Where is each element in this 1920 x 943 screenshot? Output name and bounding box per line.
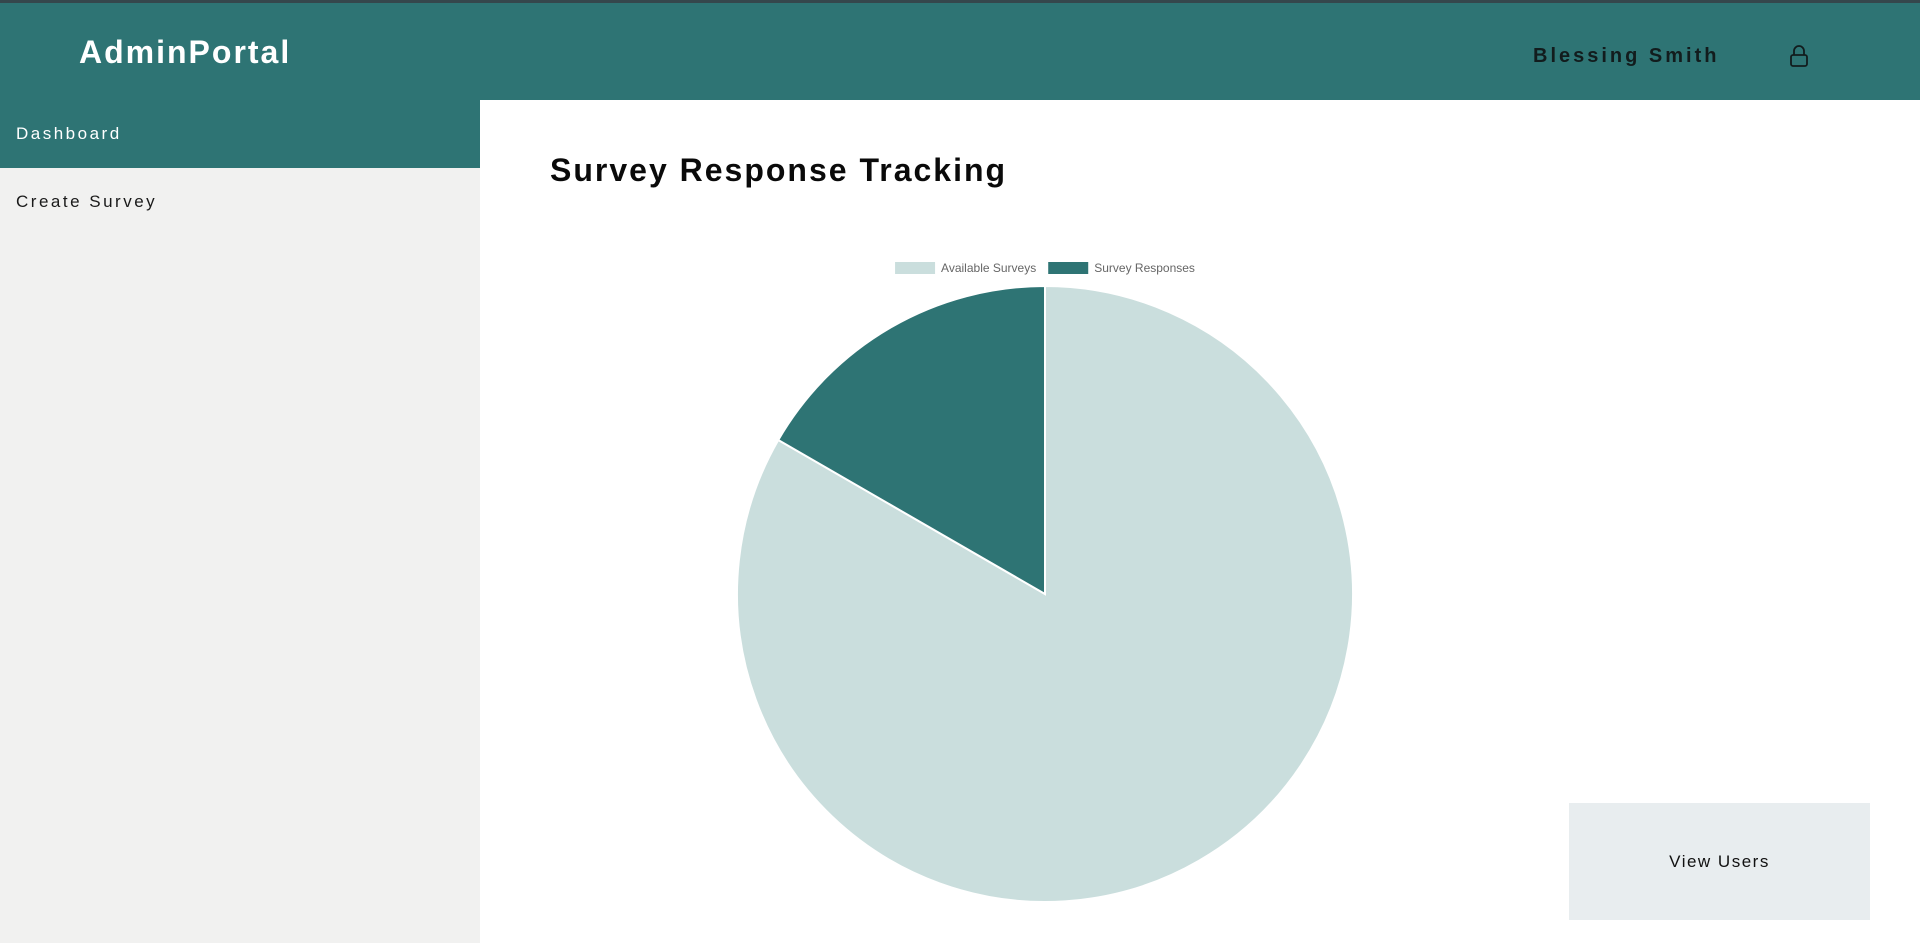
pie-slice-survey-responses[interactable] (776, 284, 1046, 596)
pie-slice-available-surveys[interactable] (736, 284, 1354, 903)
legend-swatch-survey-responses[interactable] (1048, 262, 1089, 274)
sidebar-item-dashboard[interactable]: Dashboard (0, 100, 480, 168)
legend-swatch-available-surveys[interactable] (895, 262, 936, 274)
user-lock-icon[interactable] (1788, 43, 1810, 69)
brand-logo[interactable]: AdminPortal (79, 34, 292, 70)
page-title: Survey Response Tracking (550, 152, 1008, 188)
survey-pie-chart: Available Surveys Survey Responses (736, 261, 1354, 903)
chart-legend: Available Surveys Survey Responses (895, 261, 1195, 275)
user-name[interactable]: Blessing Smith (1533, 45, 1720, 67)
top-bar: AdminPortal Blessing Smith (0, 0, 1920, 100)
pie-slices (736, 284, 1354, 903)
main-content: Survey Response Tracking Available Surve… (480, 100, 1920, 943)
sidebar-item-create-survey[interactable]: Create Survey (16, 192, 158, 211)
sidebar: Dashboard Create Survey (0, 100, 480, 943)
view-users-button[interactable]: View Users (1569, 803, 1870, 920)
legend-label-survey-responses[interactable]: Survey Responses (1094, 261, 1195, 275)
legend-label-available-surveys[interactable]: Available Surveys (941, 261, 1036, 275)
